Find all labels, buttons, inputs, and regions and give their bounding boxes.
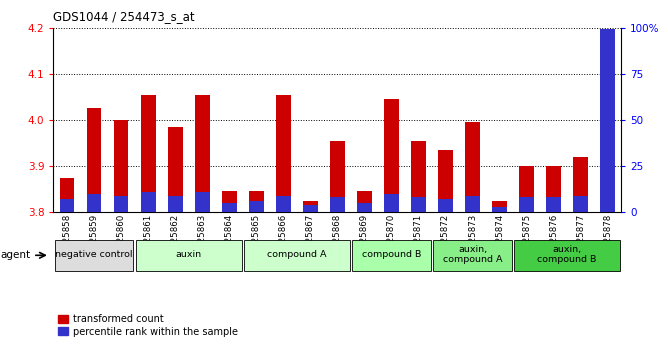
Text: compound A: compound A bbox=[267, 250, 327, 259]
Text: agent: agent bbox=[1, 250, 31, 260]
Bar bbox=[519, 197, 534, 212]
Bar bbox=[546, 166, 561, 212]
Bar bbox=[519, 166, 534, 212]
Bar bbox=[601, 37, 615, 212]
Bar bbox=[438, 199, 453, 212]
Text: auxin: auxin bbox=[176, 250, 202, 259]
Bar bbox=[601, 29, 615, 212]
Bar bbox=[141, 192, 156, 212]
Bar bbox=[433, 240, 512, 271]
Bar bbox=[546, 197, 561, 212]
Bar bbox=[194, 192, 210, 212]
Bar bbox=[330, 141, 345, 212]
Bar bbox=[384, 194, 399, 212]
Bar bbox=[573, 196, 588, 212]
Bar bbox=[514, 240, 620, 271]
Bar bbox=[248, 201, 264, 212]
Bar bbox=[87, 194, 102, 212]
Bar bbox=[411, 141, 426, 212]
Bar bbox=[573, 157, 588, 212]
Bar bbox=[59, 178, 74, 212]
Bar bbox=[492, 207, 507, 212]
Text: GDS1044 / 254473_s_at: GDS1044 / 254473_s_at bbox=[53, 10, 195, 23]
Text: negative control: negative control bbox=[55, 250, 133, 259]
Legend: transformed count, percentile rank within the sample: transformed count, percentile rank withi… bbox=[58, 314, 238, 337]
Bar bbox=[87, 108, 102, 212]
Bar bbox=[222, 191, 236, 212]
Bar bbox=[303, 201, 318, 212]
Bar bbox=[330, 197, 345, 212]
Bar bbox=[55, 240, 134, 271]
Bar bbox=[114, 120, 128, 212]
Bar bbox=[222, 203, 236, 212]
Bar bbox=[244, 240, 350, 271]
Bar bbox=[438, 150, 453, 212]
Text: auxin,
compound B: auxin, compound B bbox=[538, 245, 597, 264]
Bar bbox=[357, 203, 372, 212]
Bar bbox=[141, 95, 156, 212]
Bar bbox=[384, 99, 399, 212]
Bar bbox=[357, 191, 372, 212]
Bar bbox=[194, 95, 210, 212]
Text: compound B: compound B bbox=[362, 250, 421, 259]
Bar bbox=[168, 196, 182, 212]
Bar bbox=[276, 196, 291, 212]
Bar bbox=[136, 240, 242, 271]
Bar bbox=[168, 127, 182, 212]
Bar bbox=[114, 196, 128, 212]
Bar bbox=[352, 240, 431, 271]
Bar bbox=[465, 122, 480, 212]
Text: auxin,
compound A: auxin, compound A bbox=[443, 245, 502, 264]
Bar bbox=[411, 197, 426, 212]
Bar bbox=[276, 95, 291, 212]
Bar bbox=[59, 199, 74, 212]
Bar bbox=[248, 191, 264, 212]
Bar bbox=[492, 201, 507, 212]
Bar bbox=[465, 196, 480, 212]
Bar bbox=[303, 205, 318, 212]
